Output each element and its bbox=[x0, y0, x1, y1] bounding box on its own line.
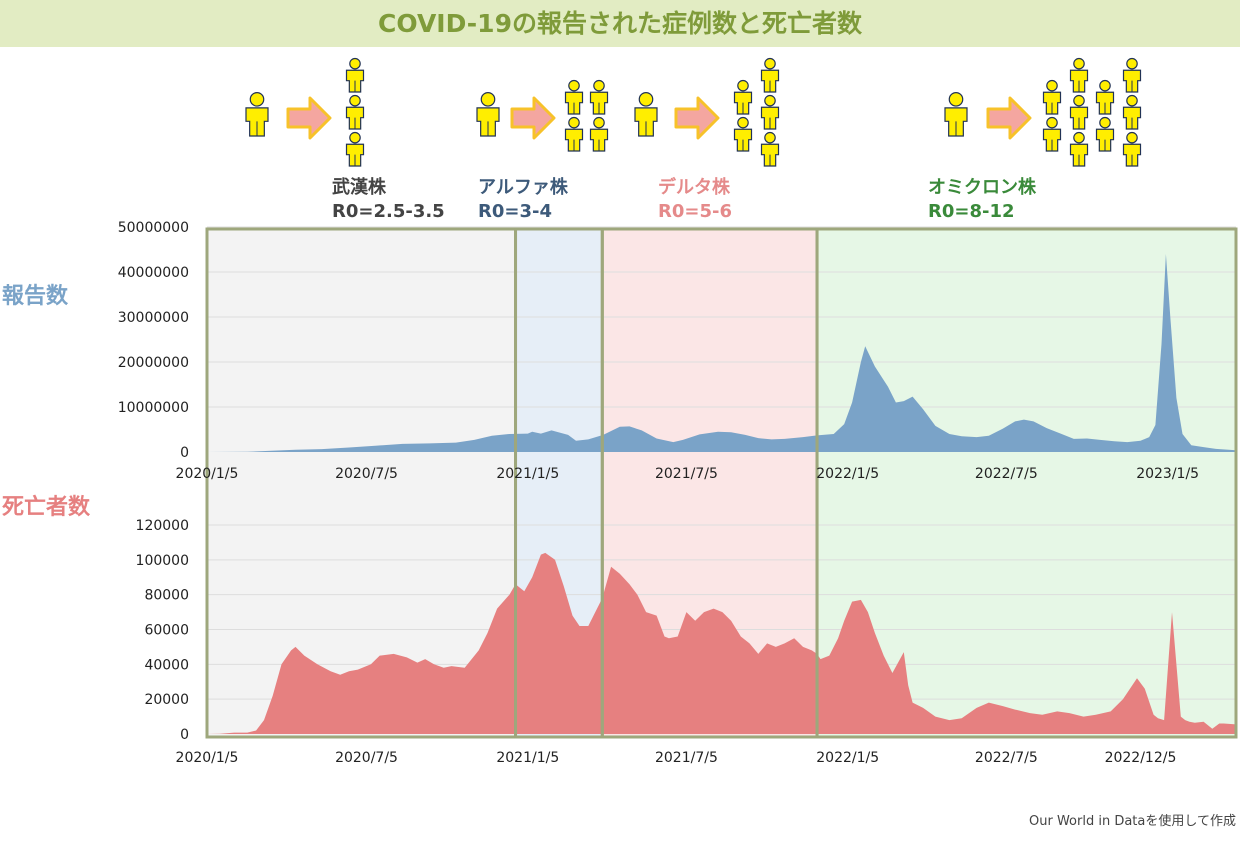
person-icon bbox=[1042, 116, 1062, 152]
person-icon bbox=[476, 92, 500, 137]
cases-axis-label: 報告数 bbox=[2, 284, 69, 309]
variant-1-r0: R0=3-4 bbox=[478, 201, 552, 222]
period-borders bbox=[205, 227, 1238, 739]
person-icon bbox=[589, 79, 609, 115]
person-icon bbox=[345, 94, 365, 130]
variant-2-r0: R0=5-6 bbox=[658, 201, 732, 222]
variant-0-r0: R0=2.5-3.5 bbox=[332, 201, 445, 222]
x-tick-label: 2021/1/5 bbox=[496, 750, 559, 766]
period-bg-0 bbox=[207, 229, 516, 737]
x-tick-label: 2022/7/5 bbox=[975, 466, 1038, 482]
person-icon bbox=[733, 116, 753, 152]
y-tick-label: 120000 bbox=[136, 518, 189, 534]
x-tick-label: 2022/7/5 bbox=[975, 750, 1038, 766]
y-tick-label: 60000 bbox=[144, 623, 189, 639]
y-tick-label: 0 bbox=[180, 445, 189, 461]
x-tick-label: 2020/7/5 bbox=[335, 750, 398, 766]
x-tick-label: 2020/1/5 bbox=[176, 750, 239, 766]
y-tick-label: 20000000 bbox=[118, 355, 189, 371]
person-icon bbox=[1069, 57, 1089, 93]
series-areas bbox=[207, 254, 1236, 734]
person-icon bbox=[564, 116, 584, 152]
person-icon bbox=[345, 57, 365, 93]
y-tick-label: 40000000 bbox=[118, 265, 189, 281]
x-tick-label: 2020/7/5 bbox=[335, 466, 398, 482]
person-icon bbox=[1095, 116, 1115, 152]
person-icon bbox=[760, 131, 780, 167]
person-icon bbox=[944, 92, 968, 137]
x-tick-label: 2020/1/5 bbox=[176, 466, 239, 482]
deaths-area bbox=[207, 552, 1236, 734]
x-tick-label: 2022/1/5 bbox=[816, 466, 879, 482]
person-icon bbox=[760, 57, 780, 93]
y-tick-label: 0 bbox=[180, 727, 189, 743]
x-tick-label: 2021/7/5 bbox=[655, 466, 718, 482]
transmission-arrow bbox=[286, 96, 332, 140]
transmission-icons bbox=[245, 57, 1142, 167]
title-bar bbox=[0, 0, 1240, 47]
person-icon bbox=[564, 79, 584, 115]
y-tick-label: 100000 bbox=[136, 553, 189, 569]
variant-0-name: 武漢株 bbox=[332, 177, 386, 198]
person-icon bbox=[1122, 94, 1142, 130]
person-icon bbox=[1069, 94, 1089, 130]
y-tick-label: 10000000 bbox=[118, 400, 189, 416]
x-tick-label: 2022/1/5 bbox=[816, 750, 879, 766]
person-icon bbox=[345, 131, 365, 167]
variant-3-name: オミクロン株 bbox=[928, 177, 1036, 198]
person-icon bbox=[1095, 79, 1115, 115]
y-tick-label: 40000 bbox=[144, 657, 189, 673]
variant-3-r0: R0=8-12 bbox=[928, 201, 1015, 222]
person-icon bbox=[589, 116, 609, 152]
period-frame-3 bbox=[815, 227, 1238, 739]
person-icon bbox=[1122, 57, 1142, 93]
variant-1-name: アルファ株 bbox=[478, 177, 568, 198]
variant-2-name: デルタ株 bbox=[658, 177, 730, 198]
x-tick-label: 2021/7/5 bbox=[655, 750, 718, 766]
person-icon bbox=[733, 79, 753, 115]
person-icon bbox=[1069, 131, 1089, 167]
y-tick-label: 30000000 bbox=[118, 310, 189, 326]
tick-labels: 0 10000000 20000000 30000000 40000000 5000000… bbox=[118, 220, 1199, 766]
person-icon bbox=[1042, 79, 1062, 115]
person-icon bbox=[245, 92, 269, 137]
transmission-arrow bbox=[986, 96, 1032, 140]
chart-title: COVID-19の報告された症例数と死亡者数 bbox=[378, 9, 862, 38]
x-tick-label: 2021/1/5 bbox=[496, 466, 559, 482]
x-tick-label: 2022/12/5 bbox=[1105, 750, 1177, 766]
transmission-arrow bbox=[674, 96, 720, 140]
person-icon bbox=[760, 94, 780, 130]
y-tick-label: 20000 bbox=[144, 692, 189, 708]
source-credit: Our World in Dataを使用して作成 bbox=[1029, 814, 1236, 829]
person-icon bbox=[634, 92, 658, 137]
y-tick-label: 80000 bbox=[144, 588, 189, 604]
person-icon bbox=[1122, 131, 1142, 167]
deaths-axis-label: 死亡者数 bbox=[2, 495, 91, 520]
y-tick-label: 50000000 bbox=[118, 220, 189, 236]
x-tick-label: 2023/1/5 bbox=[1136, 466, 1199, 482]
transmission-arrow bbox=[510, 96, 556, 140]
